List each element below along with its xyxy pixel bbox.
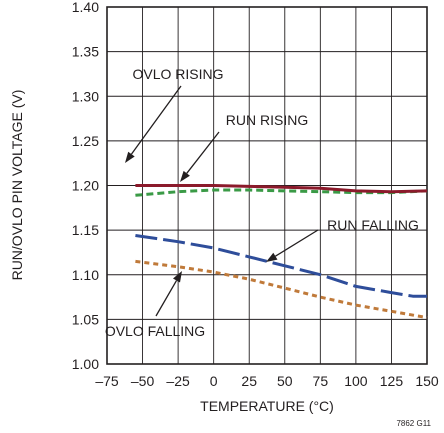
x-tick-labels: –75 –50 –25 0 25 50 75 100 125 150 <box>95 373 439 389</box>
arrow-ovlo-falling-head <box>173 271 182 283</box>
series-layer <box>135 184 428 320</box>
x-tick-label: 150 <box>415 373 439 389</box>
arrow-ovlo-rising-head <box>125 151 135 163</box>
y-tick-label: 1.30 <box>72 88 99 104</box>
x-tick-label: 0 <box>210 373 218 389</box>
plot-frame <box>106 6 428 365</box>
x-tick-label: 50 <box>277 373 293 389</box>
x-tick-label: 75 <box>313 373 329 389</box>
y-tick-label: 1.10 <box>72 267 99 283</box>
y-tick-label: 1.40 <box>72 0 99 15</box>
series-line-run-rising <box>135 184 428 194</box>
arrow-ovlo-rising <box>130 85 182 155</box>
arrow-run-rising <box>186 131 220 174</box>
arrow-run-falling <box>275 229 319 257</box>
y-tick-label: 1.20 <box>72 178 99 194</box>
x-axis-title: TEMPERATURE (°C) <box>200 398 334 414</box>
x-tick-label: –50 <box>131 373 155 389</box>
annotation-ovlo-falling: OVLO FALLING <box>105 323 205 339</box>
x-tick-label: 125 <box>380 373 404 389</box>
arrow-run-falling-head <box>266 252 278 262</box>
annotation-ovlo-rising: OVLO RISING <box>132 66 223 82</box>
series-line-ovlo-falling <box>135 259 428 320</box>
x-tick-label: 100 <box>344 373 368 389</box>
x-tick-label: 25 <box>241 373 257 389</box>
y-tick-label: 1.00 <box>72 356 99 372</box>
x-tick-label: –75 <box>95 373 119 389</box>
annotation-arrows <box>125 85 319 317</box>
figure-id: 7862 G11 <box>396 419 431 428</box>
arrow-run-rising-head <box>180 170 190 182</box>
annotation-run-falling: RUN FALLING <box>327 217 419 233</box>
y-tick-labels: 1.00 1.05 1.10 1.15 1.20 1.25 1.30 1.35 1.40 <box>72 0 99 372</box>
y-axis-title: RUN/OVLO PIN VOLTAGE (V) <box>9 90 25 281</box>
y-tick-label: 1.35 <box>72 44 99 60</box>
arrow-ovlo-falling <box>155 280 178 317</box>
annotation-run-rising: RUN RISING <box>226 112 308 128</box>
x-tick-label: –25 <box>166 373 190 389</box>
y-tick-label: 1.05 <box>72 311 99 327</box>
y-tick-label: 1.25 <box>72 133 99 149</box>
series-line-run-falling <box>135 234 427 298</box>
y-tick-label: 1.15 <box>72 222 99 238</box>
